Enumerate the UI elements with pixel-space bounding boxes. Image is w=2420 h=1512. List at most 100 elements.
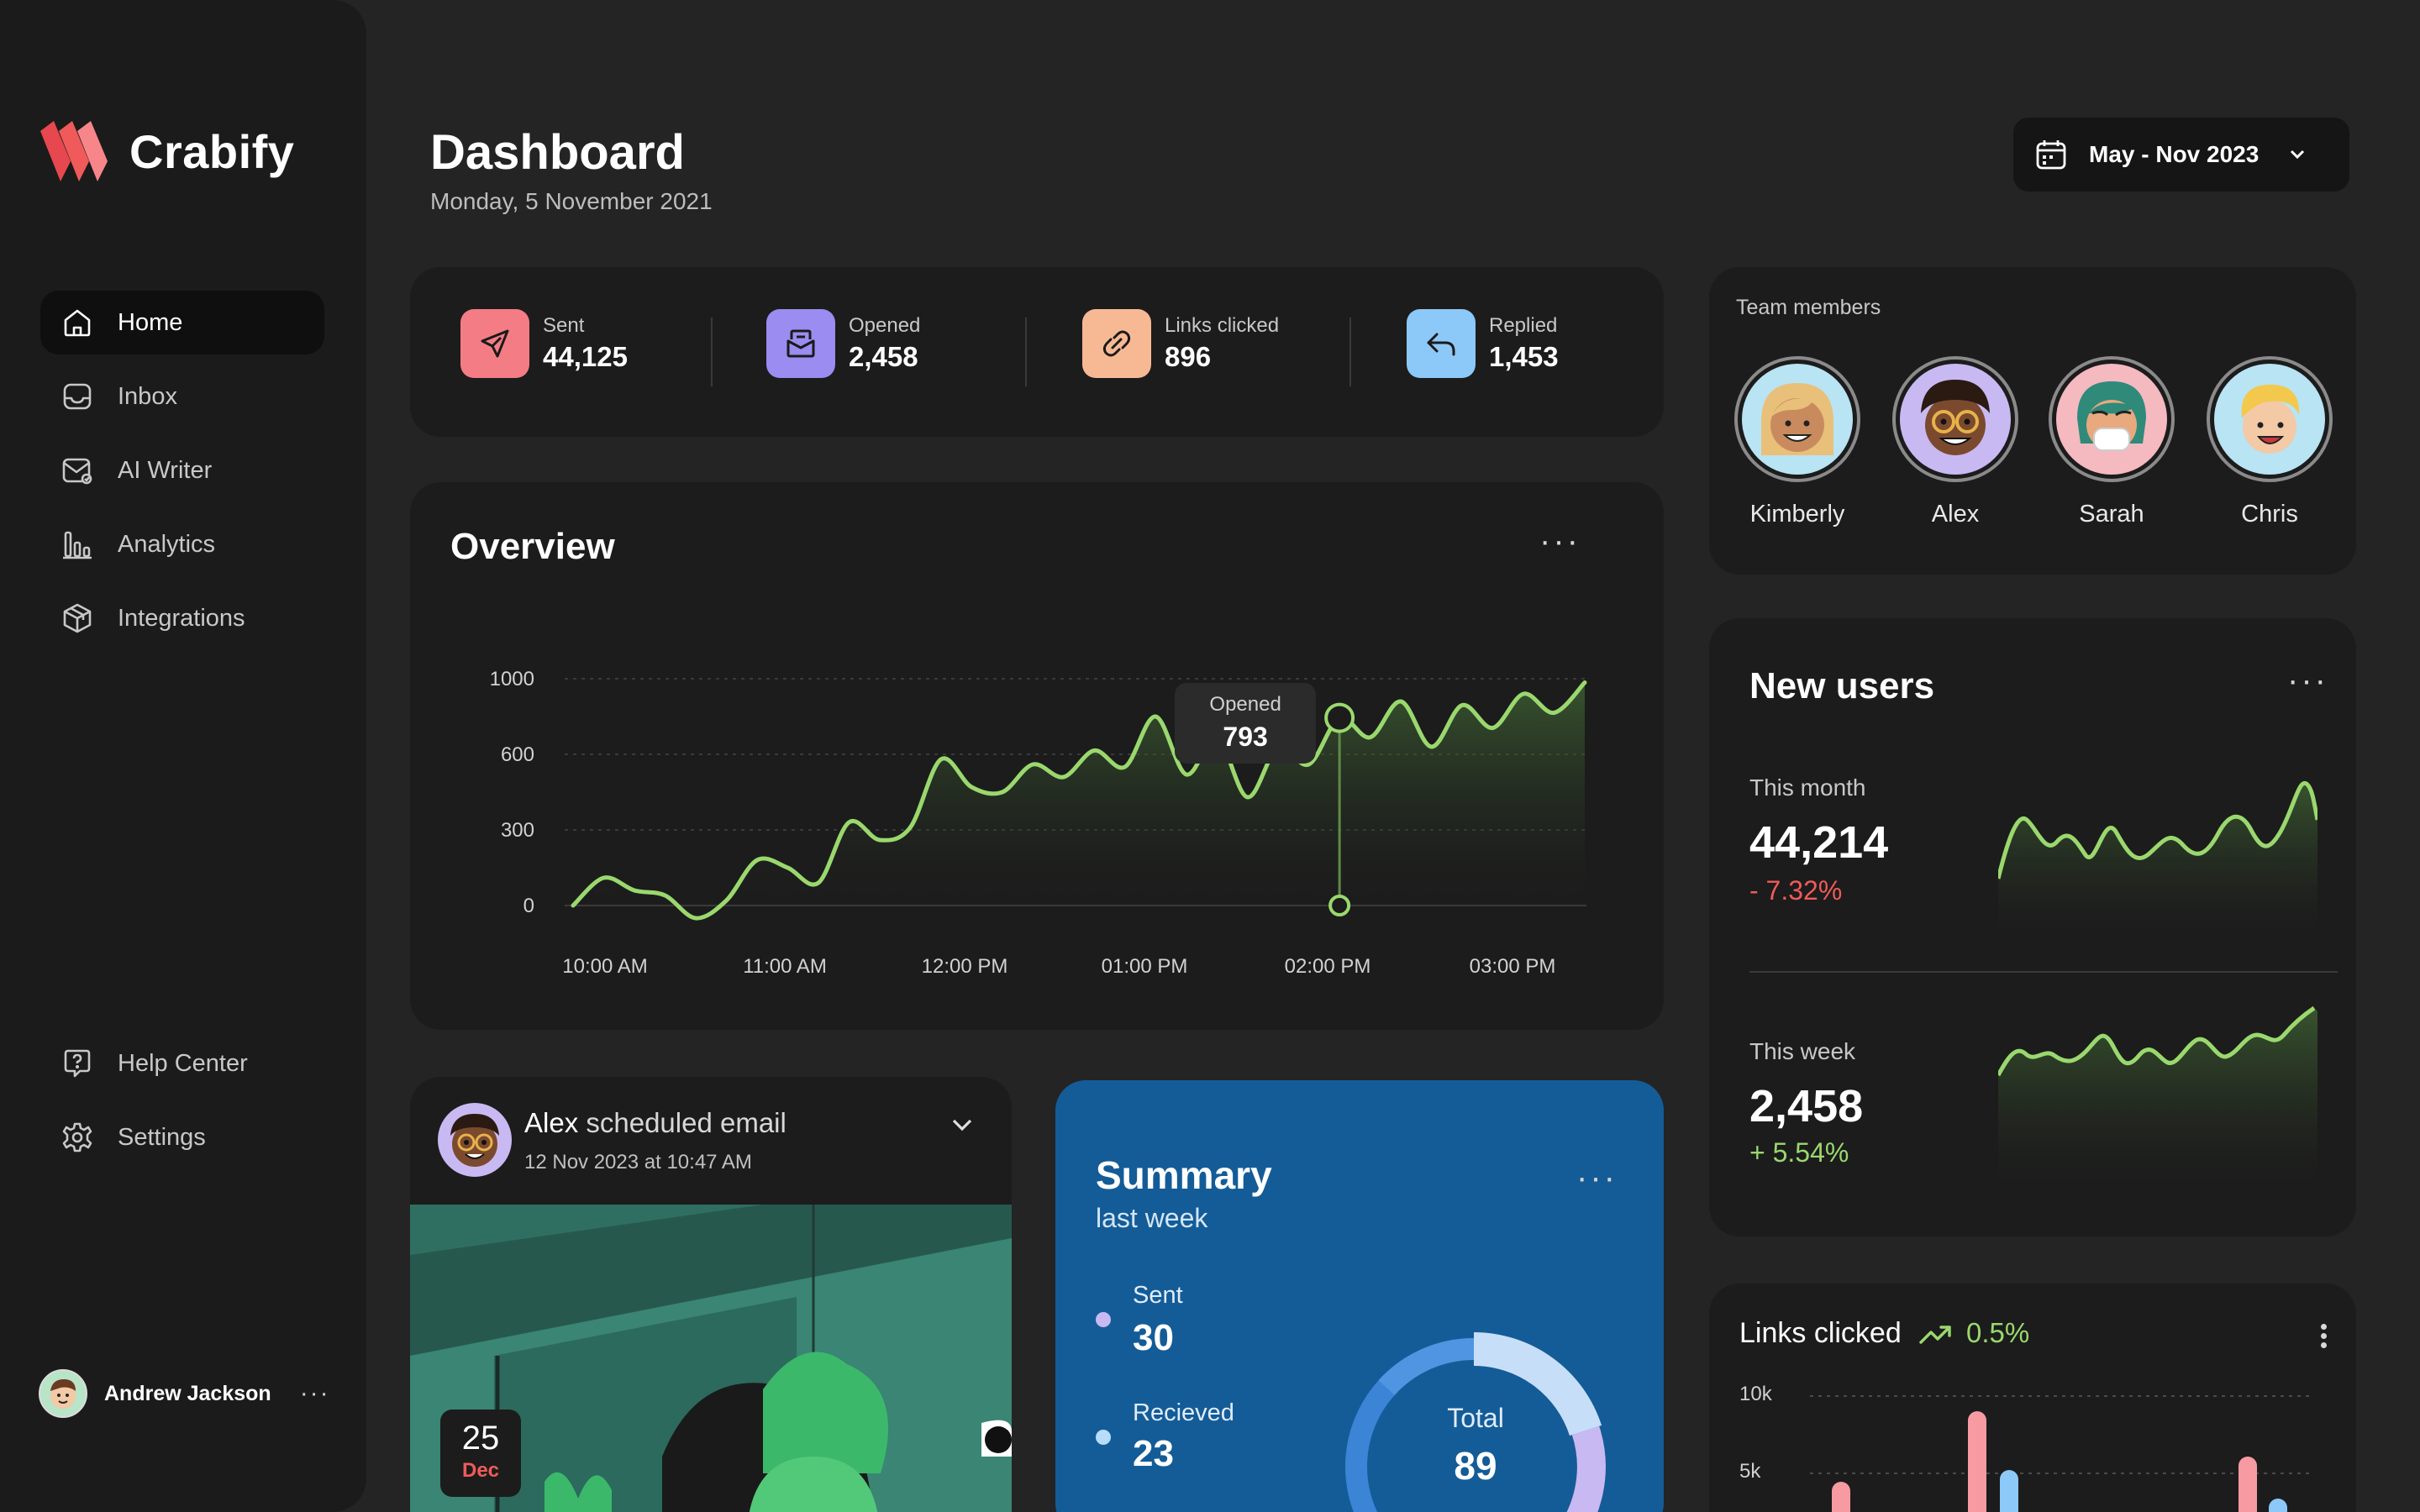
overview-chart[interactable]: 1000 600 300 0 10:00 AM 11:00 AM 12:00 PM 01:0… xyxy=(410,482,1664,1030)
stat-value: 44,125 xyxy=(543,341,628,372)
app-name: Crabify xyxy=(129,124,295,178)
sidebar-item-label: Integrations xyxy=(118,604,245,632)
date-range-picker[interactable]: May - Nov 2023 xyxy=(2013,118,2349,192)
tooltip-value: 793 xyxy=(1223,721,1268,752)
user-name: Andrew Jackson xyxy=(104,1381,271,1405)
analytics-icon xyxy=(63,531,92,559)
summary-subtitle: last week xyxy=(1096,1203,1208,1233)
new-users-month-sparkline xyxy=(1998,780,2317,937)
new-users-week-label: This week xyxy=(1749,1038,1856,1064)
stat-value: 1,453 xyxy=(1489,341,1559,372)
avatar xyxy=(438,1103,512,1177)
summary-received-label: Recieved xyxy=(1133,1399,1234,1426)
new-users-more-button[interactable]: ··· xyxy=(2287,662,2328,699)
new-users-week-value: 2,458 xyxy=(1749,1081,1864,1131)
team-member-name: Kimberly xyxy=(1749,501,1845,528)
avatar xyxy=(1734,356,1860,482)
x-tick-label: 12:00 PM xyxy=(922,955,1008,978)
team-member-alex[interactable]: Alex xyxy=(1892,356,2018,528)
summary-received-value: 23 xyxy=(1133,1433,1174,1474)
avatar xyxy=(39,1369,87,1418)
stat-sent[interactable]: Sent 44,125 xyxy=(460,309,628,378)
avatar xyxy=(2049,356,2175,482)
overview-card: Overview ··· 1000 600 300 0 10:00 AM 11:00 A… xyxy=(410,482,1664,1030)
sidebar-item-analytics[interactable]: Analytics xyxy=(40,512,324,576)
stat-label: Links clicked xyxy=(1165,314,1280,337)
highlight-point[interactable] xyxy=(1324,702,1355,733)
chevron-down-icon xyxy=(2291,150,2305,160)
scheduled-month: Dec xyxy=(461,1459,500,1482)
links-clicked-change: 0.5% xyxy=(1966,1317,2030,1348)
legend-dot-received xyxy=(1096,1430,1111,1445)
sidebar-item-integrations[interactable]: Integrations xyxy=(40,586,324,650)
stat-label: Sent xyxy=(543,314,585,337)
home-icon xyxy=(64,309,91,337)
stat-replied[interactable]: Replied 1,453 xyxy=(1407,309,1559,378)
x-tick-label: 02:00 PM xyxy=(1285,955,1371,978)
sidebar-item-home[interactable]: Home xyxy=(40,291,324,354)
page-date: Monday, 5 November 2021 xyxy=(430,188,713,214)
chevron-down-icon[interactable] xyxy=(948,1110,976,1139)
stats-card: Sent 44,125 Opened 2,458 Links clicked 8… xyxy=(410,267,1664,437)
y-tick-label: 5k xyxy=(1739,1460,1761,1483)
scheduled-email-title: Alex scheduled email xyxy=(524,1107,786,1139)
summary-sent-value: 30 xyxy=(1133,1317,1174,1358)
links-clicked-title: Links clicked xyxy=(1739,1317,1902,1349)
links-clicked-more-button[interactable] xyxy=(2321,1324,2327,1330)
calendar-icon xyxy=(2036,140,2066,170)
sidebar-item-label: Help Center xyxy=(118,1049,248,1077)
avatar xyxy=(2207,356,2333,482)
scheduled-day: 25 xyxy=(461,1420,500,1457)
scheduler-name: Alex xyxy=(524,1107,579,1138)
summary-more-button[interactable]: ··· xyxy=(1576,1159,1618,1196)
y-tick-label: 600 xyxy=(501,743,534,766)
links-clicked-bar-chart xyxy=(1810,1395,2314,1512)
divider xyxy=(1025,318,1027,386)
y-tick-label: 1000 xyxy=(490,668,534,690)
links-clicked-card: Links clicked 0.5% 10k 5k xyxy=(1709,1284,2356,1512)
integrations-icon xyxy=(63,603,92,633)
sidebar-item-help-center[interactable]: Help Center xyxy=(40,1032,324,1095)
sidebar-item-settings[interactable]: Settings xyxy=(40,1105,324,1169)
sidebar: Crabify Home Inbox AI Writer Analytics I… xyxy=(0,0,366,1512)
team-member-name: Sarah xyxy=(2079,501,2144,528)
inbox-icon xyxy=(63,383,92,410)
page-title: Dashboard xyxy=(430,125,685,180)
divider xyxy=(1349,318,1351,386)
opened-mail-icon xyxy=(766,309,835,378)
sidebar-item-label: AI Writer xyxy=(118,456,213,484)
sidebar-item-label: Settings xyxy=(118,1123,206,1151)
scheduled-date-badge: 25 Dec xyxy=(440,1410,521,1497)
new-users-card: New users ··· This month 44,214 - 7.32% … xyxy=(1709,618,2356,1236)
team-member-kimberly[interactable]: Kimberly xyxy=(1734,356,1860,528)
gear-icon xyxy=(62,1122,92,1152)
user-menu-button[interactable]: ··· xyxy=(299,1379,330,1407)
team-member-chris[interactable]: Chris xyxy=(2207,356,2333,528)
overview-area xyxy=(573,682,1585,919)
sidebar-item-ai-writer[interactable]: AI Writer xyxy=(40,438,324,502)
stat-value: 896 xyxy=(1165,341,1212,372)
stat-label: Replied xyxy=(1489,314,1558,337)
team-member-sarah[interactable]: Sarah xyxy=(2049,356,2175,528)
user-profile[interactable]: Andrew Jackson ··· xyxy=(39,1369,330,1418)
ai-writer-icon xyxy=(62,458,92,485)
divider xyxy=(1749,971,2338,973)
highlight-point[interactable] xyxy=(1328,895,1351,916)
stat-value: 2,458 xyxy=(849,341,918,372)
help-icon xyxy=(64,1049,91,1078)
y-tick-label: 0 xyxy=(523,895,534,917)
summary-donut-chart[interactable] xyxy=(1307,1299,1644,1512)
summary-total-label: Total xyxy=(1447,1403,1504,1433)
y-tick-label: 10k xyxy=(1739,1383,1772,1405)
logo[interactable]: Crabify xyxy=(37,118,294,185)
crabify-logo-icon xyxy=(40,121,108,181)
chart-tooltip: Opened 793 xyxy=(1175,682,1317,764)
legend-dot-sent xyxy=(1096,1312,1111,1327)
sidebar-item-inbox[interactable]: Inbox xyxy=(40,365,324,428)
tooltip-label: Opened xyxy=(1209,692,1281,716)
stat-opened[interactable]: Opened 2,458 xyxy=(766,309,920,378)
avatar xyxy=(1892,356,2018,482)
stat-links-clicked[interactable]: Links clicked 896 xyxy=(1082,309,1279,378)
x-tick-label: 11:00 AM xyxy=(743,955,827,978)
summary-total-value: 89 xyxy=(1454,1444,1497,1488)
